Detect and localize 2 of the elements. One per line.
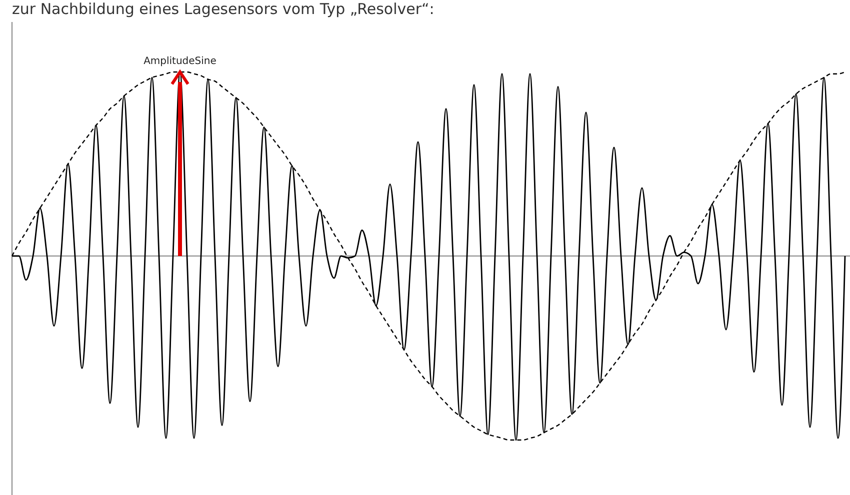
chart-title: zur Nachbildung eines Lagesensors vom Typ „Resolver“: xyxy=(12,0,434,18)
annotation: AmplitudeSine xyxy=(144,56,216,67)
